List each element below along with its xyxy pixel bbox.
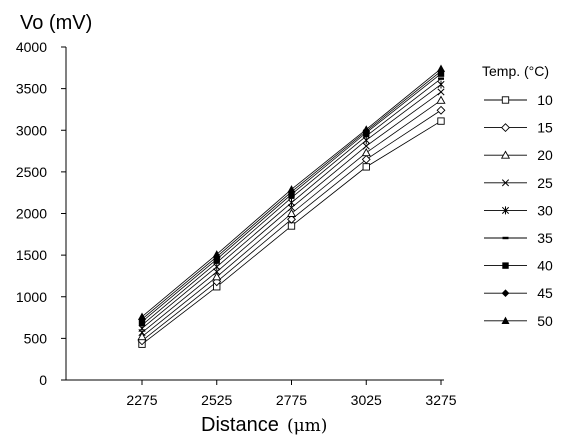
legend-marker-15: [501, 123, 510, 133]
series-line-10: [141, 120, 442, 345]
data-point-30: [362, 136, 370, 145]
legend-marker-50: [501, 316, 510, 324]
legend-marker-30: [501, 206, 510, 215]
legend-label: 35: [537, 230, 553, 246]
legend-item-10: 10: [484, 92, 553, 108]
legend-item-45: 45: [484, 285, 553, 301]
x-ticks: 2275 2525 2775 3025 3275: [126, 380, 457, 408]
legend-label: 45: [537, 285, 553, 301]
legend-item-30: 30: [484, 202, 553, 218]
data-point-10: [437, 117, 445, 125]
y-tick-label: 4000: [16, 39, 47, 55]
legend-item-25: 25: [484, 175, 553, 191]
data-point-15: [287, 214, 296, 224]
y-tick-label: 1000: [16, 289, 47, 305]
data-point-20: [137, 331, 147, 341]
data-point-20: [361, 148, 371, 157]
legend-label: 15: [537, 120, 553, 136]
data-point-20: [436, 95, 446, 104]
legend-item-15: 15: [484, 120, 553, 136]
data-point-35: [139, 323, 145, 327]
y-ticks: 0 500 1000 1500 2000 2500 3000 3500 4000: [16, 39, 66, 388]
legend-item-40: 40: [484, 258, 553, 274]
legend-label: 25: [537, 175, 553, 191]
data-point-20: [212, 272, 222, 281]
data-point-30: [213, 262, 221, 271]
legend-marker-10: [501, 96, 510, 104]
y-tick-label: 500: [24, 330, 48, 346]
legend-item-50: 50: [484, 313, 553, 329]
legend-marker-35: [502, 236, 509, 240]
data-point-35: [363, 134, 370, 138]
data-point-25: [362, 142, 370, 150]
x-tick-label: 2275: [126, 392, 157, 408]
legend-label: 30: [537, 202, 553, 218]
legend: Temp. (°C) 10 15 20 25 30 35 40 45 50: [482, 63, 553, 329]
legend-label: 10: [537, 92, 553, 108]
series-markers: [137, 64, 446, 348]
y-tick-label: 2000: [16, 206, 47, 222]
data-point-30: [287, 198, 296, 207]
legend-title: Temp. (°C): [482, 63, 549, 79]
data-point-25: [287, 204, 296, 212]
data-point-50: [138, 312, 146, 320]
data-point-50: [287, 185, 296, 193]
y-tick-label: 1500: [16, 247, 47, 263]
data-point-30: [437, 80, 445, 89]
legend-marker-25: [501, 179, 510, 187]
data-point-50: [362, 125, 371, 133]
y-axis-title: Vo (mV): [20, 12, 92, 34]
data-point-50: [212, 250, 221, 258]
legend-label: 40: [537, 258, 553, 274]
data-point-15: [212, 277, 222, 287]
legend-marker-20: [500, 150, 511, 159]
y-tick-label: 3500: [16, 81, 47, 97]
legend-label: 50: [537, 313, 553, 329]
data-point-15: [361, 154, 371, 164]
x-axis-title: Distance: [201, 414, 279, 436]
x-tick-label: 2525: [201, 392, 232, 408]
data-point-25: [213, 268, 221, 276]
data-point-35: [288, 196, 295, 199]
legend-item-35: 35: [484, 230, 553, 246]
x-axis-unit: (μm): [287, 416, 327, 436]
legend-label: 20: [537, 147, 553, 163]
x-tick-label: 2775: [276, 392, 307, 408]
data-point-25: [437, 88, 445, 96]
data-point-50: [437, 64, 445, 72]
data-point-35: [438, 77, 444, 80]
data-point-10: [362, 163, 370, 171]
legend-marker-40: [502, 262, 509, 269]
y-tick-label: 3000: [16, 122, 47, 138]
data-point-15: [436, 105, 446, 115]
legend-item-20: 20: [484, 147, 553, 163]
y-tick-label: 2500: [16, 164, 47, 180]
plot-area: 0 500 1000 1500 2000 2500 3000 3500 4000 2275 252…: [16, 39, 457, 408]
data-point-35: [213, 261, 220, 264]
x-tick-label: 3025: [351, 392, 382, 408]
x-tick-label: 3275: [425, 392, 456, 408]
y-tick-label: 0: [39, 372, 47, 388]
legend-marker-45: [501, 289, 510, 297]
data-point-20: [286, 208, 297, 217]
